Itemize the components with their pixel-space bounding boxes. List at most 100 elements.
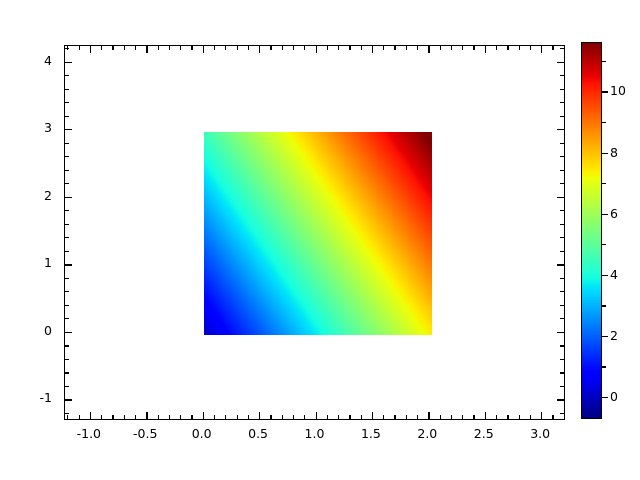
colorbar-minor-tick: [602, 366, 606, 368]
y-minor-tick-right: [560, 304, 564, 306]
y-tick-label: 3: [44, 119, 52, 135]
y-minor-tick: [65, 102, 69, 104]
x-major-tick: [202, 412, 204, 419]
colorbar-major-tick: [602, 335, 608, 338]
x-minor-tick-top: [518, 46, 520, 50]
x-minor-tick: [450, 415, 453, 419]
y-minor-tick: [65, 385, 69, 388]
y-minor-tick: [65, 318, 69, 320]
y-tick-label: 2: [44, 187, 52, 203]
x-minor-tick-top: [552, 46, 554, 50]
x-minor-tick-top: [507, 46, 509, 50]
x-minor-tick: [326, 415, 328, 419]
y-minor-tick-right: [560, 385, 564, 388]
x-minor-tick-top: [168, 46, 170, 50]
y-minor-tick: [65, 115, 69, 117]
x-minor-tick-top: [78, 46, 80, 50]
x-minor-tick: [360, 415, 362, 419]
x-major-tick: [89, 412, 92, 419]
x-major-tick-top: [259, 46, 261, 53]
y-major-tick: [65, 61, 72, 63]
x-minor-tick-top: [304, 46, 306, 50]
colorbar-tick-label: 2: [610, 327, 618, 343]
colorbar-tick-label: 4: [610, 266, 618, 282]
y-major-tick: [65, 196, 72, 198]
x-minor-tick-top: [450, 46, 453, 50]
y-minor-tick: [65, 183, 69, 185]
y-minor-tick-right: [560, 169, 564, 171]
colorbar-canvas: [581, 42, 602, 419]
y-minor-tick: [65, 75, 69, 77]
x-minor-tick: [304, 415, 306, 419]
plot-axes[interactable]: [64, 45, 565, 420]
x-major-tick-top: [146, 46, 148, 53]
x-tick-label: -0.5: [133, 426, 158, 441]
y-minor-tick: [65, 156, 69, 158]
colorbar-minor-tick: [602, 244, 606, 246]
y-minor-tick: [65, 88, 69, 90]
x-minor-tick: [281, 415, 283, 419]
x-minor-tick: [563, 415, 565, 419]
y-minor-tick-right: [560, 291, 564, 293]
y-minor-tick-right: [560, 142, 564, 144]
x-minor-tick: [247, 415, 249, 419]
y-major-tick-right: [557, 331, 564, 334]
x-minor-tick: [180, 415, 182, 419]
x-tick-label: 1.0: [304, 426, 325, 441]
x-minor-tick: [236, 415, 238, 419]
x-minor-tick-top: [112, 46, 114, 50]
heatmap-canvas: [204, 132, 432, 335]
x-major-tick-top: [202, 46, 204, 53]
x-major-tick: [146, 412, 148, 419]
x-major-tick-top: [484, 46, 487, 53]
x-minor-tick: [270, 415, 272, 419]
x-minor-tick: [507, 415, 509, 419]
y-minor-tick-right: [560, 250, 564, 252]
y-major-tick: [65, 264, 72, 266]
x-minor-tick: [496, 415, 498, 419]
y-minor-tick-right: [560, 48, 564, 50]
colorbar-minor-tick: [602, 183, 606, 185]
y-minor-tick-right: [560, 358, 564, 361]
x-minor-tick: [518, 415, 520, 419]
x-major-tick: [259, 412, 261, 419]
colorbar-major-tick: [602, 274, 608, 277]
colorbar-minor-tick: [602, 305, 606, 307]
x-tick-label: 2.5: [473, 426, 494, 441]
x-minor-tick-top: [439, 46, 441, 50]
x-major-tick: [428, 412, 430, 419]
x-major-tick-top: [89, 46, 92, 53]
colorbar[interactable]: [581, 42, 602, 419]
y-minor-tick-right: [560, 115, 564, 117]
y-major-tick-right: [557, 399, 564, 401]
x-minor-tick: [417, 415, 419, 419]
y-minor-tick-right: [560, 223, 564, 225]
x-tick-label: -1.0: [76, 426, 102, 441]
x-minor-tick: [292, 415, 295, 419]
x-minor-tick-top: [405, 46, 407, 50]
y-major-tick-right: [557, 196, 564, 198]
x-minor-tick: [349, 415, 351, 419]
x-minor-tick-top: [338, 46, 340, 50]
x-minor-tick-top: [383, 46, 385, 50]
x-minor-tick-top: [496, 46, 498, 50]
x-minor-tick-top: [360, 46, 362, 50]
x-tick-label: 3.0: [530, 426, 551, 441]
x-minor-tick-top: [349, 46, 351, 50]
y-tick-label: 0: [44, 322, 52, 338]
colorbar-major-tick: [602, 152, 608, 154]
x-minor-tick-top: [281, 46, 283, 50]
colorbar-major-tick: [602, 213, 608, 215]
colorbar-major-tick: [602, 397, 608, 399]
x-minor-tick: [338, 415, 340, 419]
x-minor-tick: [67, 415, 69, 419]
x-minor-tick: [225, 415, 227, 419]
y-minor-tick-right: [560, 372, 564, 374]
x-minor-tick: [191, 415, 193, 419]
colorbar-tick-label: 10: [610, 83, 626, 99]
x-minor-tick-top: [529, 46, 532, 50]
x-minor-tick-top: [473, 46, 475, 50]
x-major-tick: [315, 412, 317, 419]
y-minor-tick: [65, 304, 69, 306]
x-minor-tick-top: [67, 46, 69, 50]
